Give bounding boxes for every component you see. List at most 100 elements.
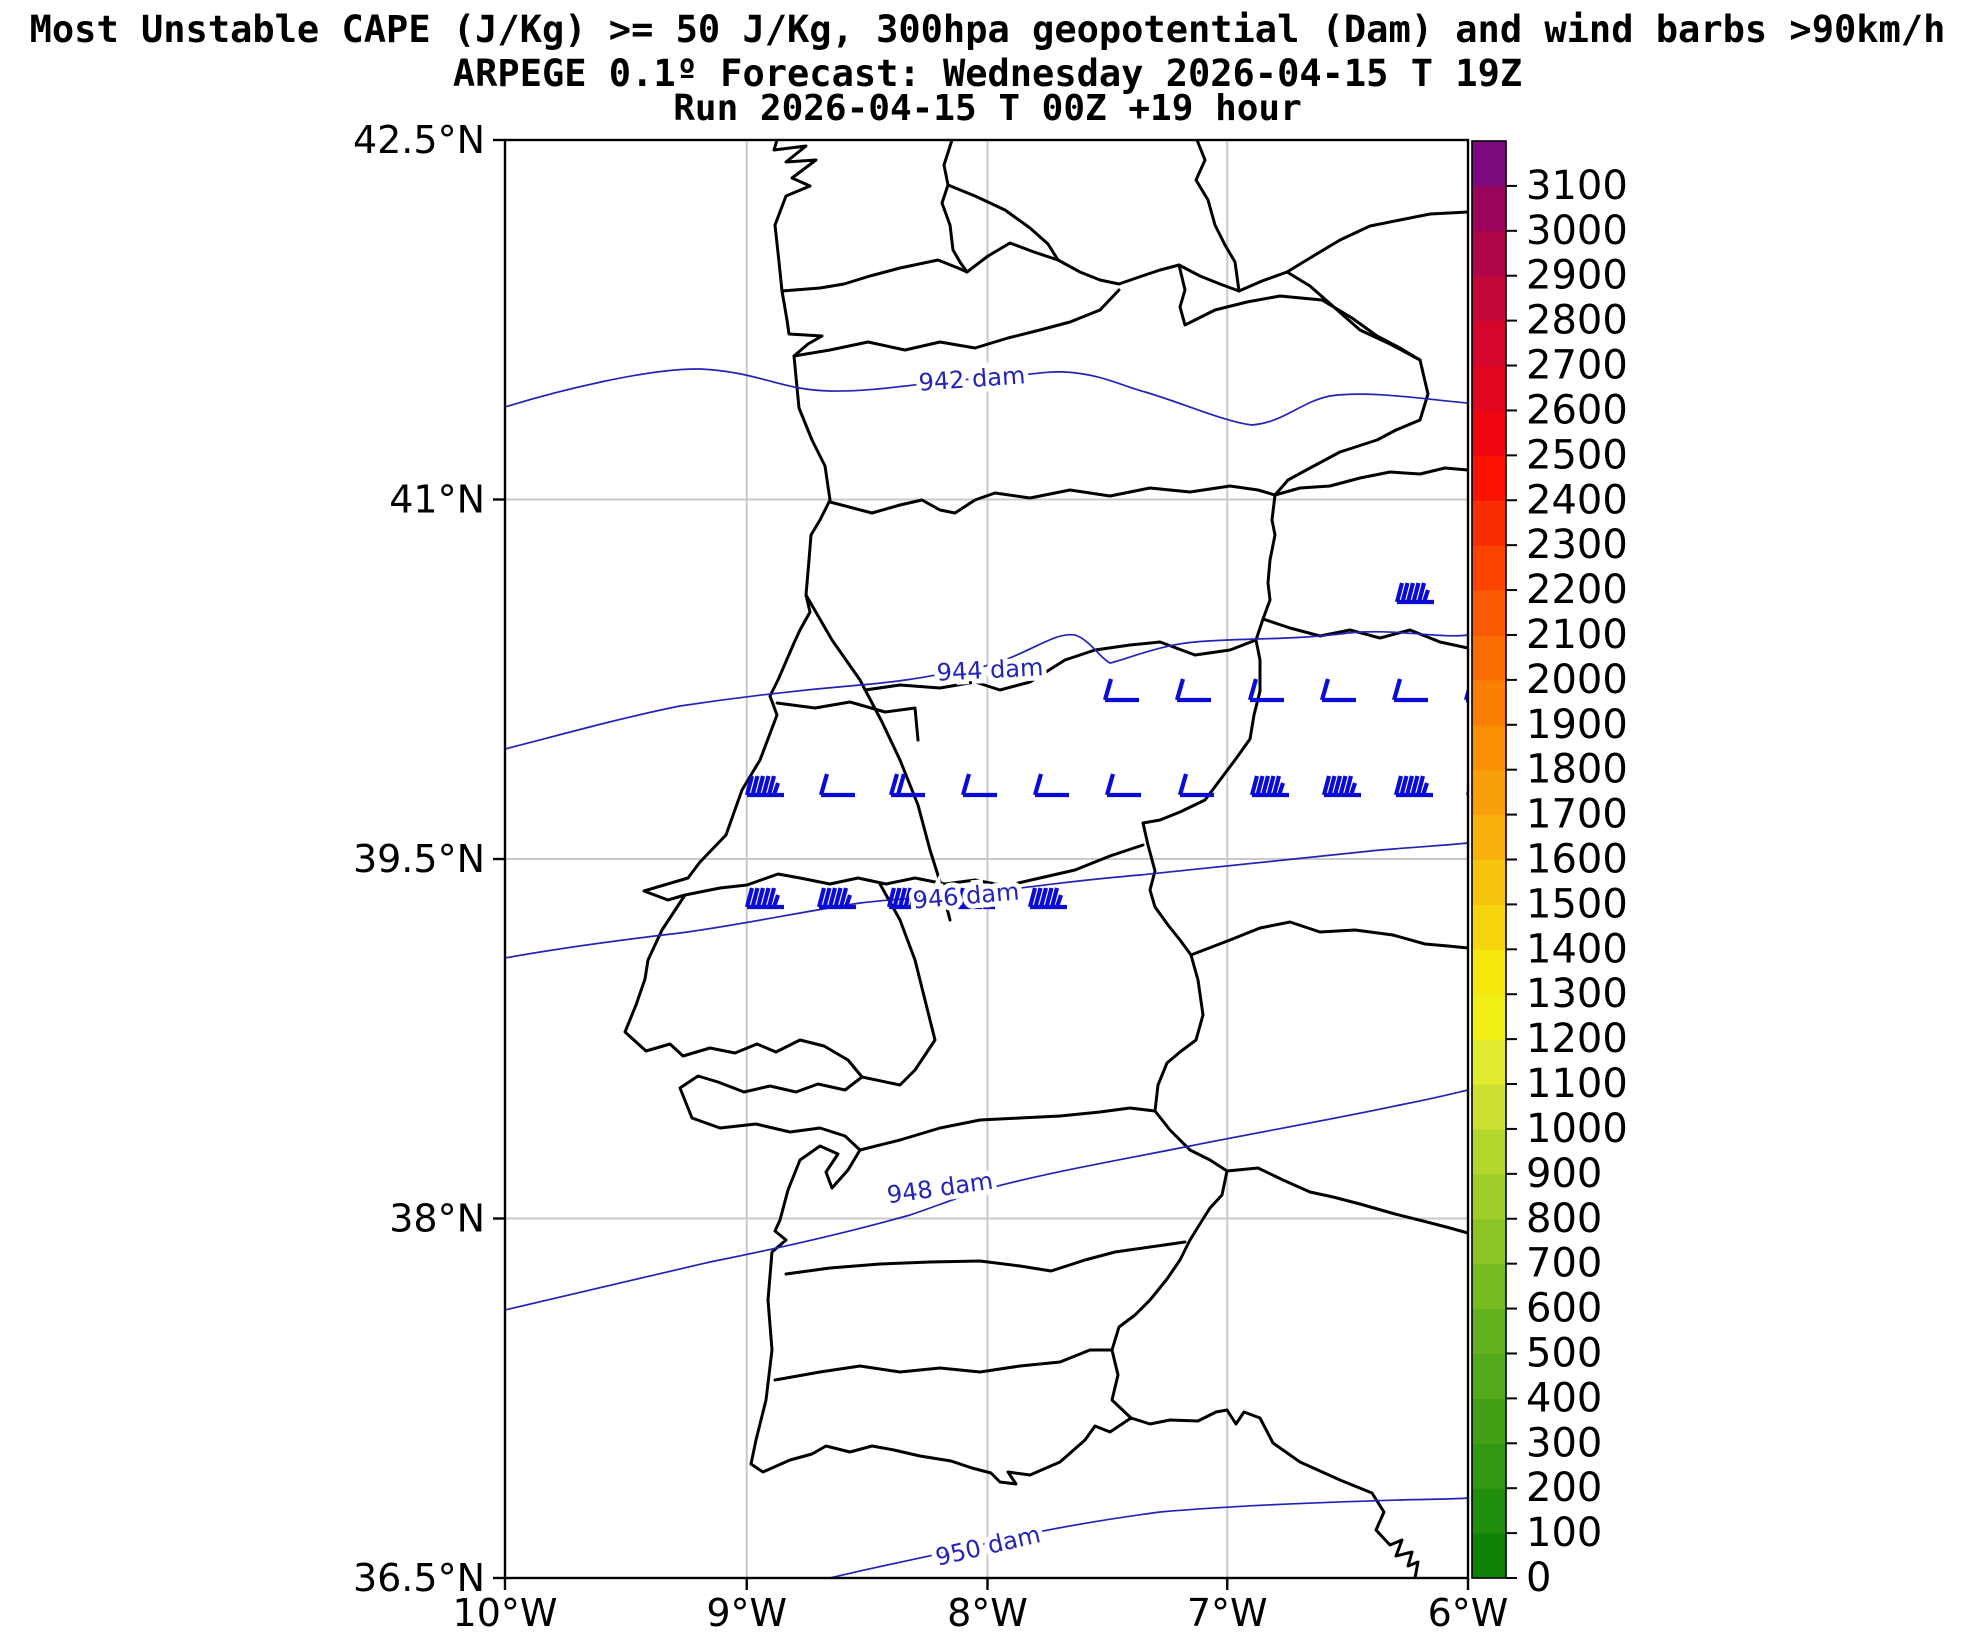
- colorbar-segment: [1472, 949, 1506, 995]
- colorbar-segment: [1472, 230, 1506, 277]
- colorbar-tick-label: 300: [1526, 1420, 1602, 1466]
- admin-boundary: [946, 183, 1060, 262]
- contour-label: 944 dam: [936, 653, 1044, 687]
- colorbar-tick-label: 100: [1526, 1510, 1602, 1556]
- colorbar-segment: [1472, 365, 1506, 412]
- chart-subtitle-model: ARPEGE 0.1º Forecast: Wednesday 2026-04-…: [452, 52, 1523, 95]
- lon-tick-label: 10°W: [453, 1591, 558, 1635]
- lat-tick-label: 42.5°N: [353, 118, 485, 162]
- wind-barb: [1104, 773, 1141, 798]
- colorbar-segment: [1472, 455, 1506, 501]
- colorbar-segment: [1472, 1173, 1506, 1220]
- wind-barb: [1177, 773, 1214, 798]
- colorbar-tick-label: 1000: [1526, 1106, 1628, 1152]
- wind-barb: [1393, 775, 1433, 798]
- colorbar-tick-label: 2900: [1526, 253, 1628, 299]
- wind-barb: [818, 773, 855, 798]
- colorbar-segment: [1472, 1353, 1506, 1399]
- contour-line: [829, 1497, 1468, 1578]
- colorbar-tick-label: 900: [1526, 1151, 1602, 1197]
- colorbar-tick-label: 0: [1526, 1555, 1551, 1601]
- wind-barb: [1032, 773, 1069, 798]
- lon-tick-label: 9°W: [706, 1591, 787, 1635]
- colorbar-segment: [1472, 275, 1506, 322]
- colorbar-segment: [1472, 1533, 1506, 1579]
- colorbar-segment: [1472, 904, 1506, 950]
- colorbar-segment: [1472, 994, 1506, 1040]
- colorbar-segment: [1472, 634, 1506, 681]
- wind-barb: [816, 887, 856, 910]
- colorbar-segment: [1472, 859, 1506, 906]
- colorbar-segment: [1472, 320, 1506, 367]
- contour-line: [505, 630, 1468, 750]
- colorbar-tick-label: 1400: [1526, 926, 1628, 972]
- colorbar-segment: [1472, 814, 1506, 861]
- colorbar-tick-label: 800: [1526, 1196, 1602, 1242]
- admin-boundary: [683, 843, 1145, 897]
- cape-colorbar: 0100200300400500600700800900100011001200…: [1471, 140, 1628, 1601]
- colorbar-tick-label: 1900: [1526, 702, 1628, 748]
- colorbar-tick-label: 2500: [1526, 432, 1628, 478]
- lon-tick-label: 6°W: [1428, 1591, 1509, 1635]
- colorbar-tick-label: 1700: [1526, 792, 1628, 838]
- colorbar-segment: [1472, 185, 1506, 232]
- admin-boundary: [1194, 140, 1241, 293]
- colorbar-tick-label: 500: [1526, 1330, 1602, 1376]
- admin-boundary: [860, 882, 937, 1087]
- colorbar-tick-label: 2700: [1526, 343, 1628, 389]
- coastlines-and-borders: [623, 140, 1468, 1578]
- wind-barb: [1102, 678, 1139, 703]
- wind-barb: [1174, 678, 1211, 703]
- lat-tick-label: 36.5°N: [353, 1556, 485, 1600]
- colorbar-tick-label: 1300: [1526, 971, 1628, 1017]
- colorbar-tick-label: 200: [1526, 1465, 1602, 1511]
- colorbar-tick-label: 600: [1526, 1286, 1602, 1332]
- colorbar-tick-label: 2600: [1526, 387, 1628, 433]
- wind-barb: [955, 887, 995, 910]
- colorbar-segment: [1472, 1084, 1506, 1130]
- contour-line: [505, 368, 1468, 426]
- wind-barb: [960, 773, 997, 798]
- wind-barb: [1391, 678, 1428, 703]
- colorbar-tick-label: 1800: [1526, 747, 1628, 793]
- lat-tick-label: 39.5°N: [353, 837, 485, 881]
- colorbar-tick-label: 2200: [1526, 567, 1628, 613]
- lat-tick-label: 38°N: [389, 1197, 485, 1241]
- wind-barb: [1249, 775, 1289, 798]
- chart-subtitle-run: Run 2026-04-15 T 00Z +19 hour: [673, 88, 1302, 129]
- wind-barb: [744, 775, 784, 798]
- wind-barb: [1247, 678, 1284, 703]
- colorbar-tick-label: 700: [1526, 1241, 1602, 1287]
- admin-boundary: [940, 140, 969, 274]
- colorbar-segment: [1472, 410, 1506, 456]
- admin-boundary: [1273, 466, 1468, 497]
- colorbar-segment: [1472, 590, 1506, 636]
- wind-barb: [744, 887, 784, 910]
- chart-title: Most Unstable CAPE (J/Kg) >= 50 J/Kg, 30…: [29, 8, 1946, 51]
- admin-boundary: [858, 1106, 1157, 1152]
- wind-barb: [1319, 678, 1356, 703]
- colorbar-segment: [1472, 141, 1506, 187]
- admin-boundary: [804, 593, 952, 922]
- admin-boundary: [792, 288, 1121, 358]
- colorbar-tick-label: 3100: [1526, 163, 1628, 209]
- admin-boundary: [784, 1240, 1187, 1276]
- admin-boundary: [773, 1348, 1114, 1382]
- colorbar-tick-label: 1200: [1526, 1016, 1628, 1062]
- admin-boundary: [863, 638, 1258, 692]
- admin-boundary: [1225, 1166, 1468, 1235]
- colorbar-segment: [1472, 1218, 1506, 1265]
- colorbar-tick-label: 2100: [1526, 612, 1628, 658]
- wind-barbs: [744, 582, 1468, 910]
- axis-ticks: [493, 138, 1470, 1590]
- colorbar-tick-label: 1600: [1526, 837, 1628, 883]
- lon-tick-label: 8°W: [947, 1591, 1028, 1635]
- colorbar-tick-label: 2800: [1526, 298, 1628, 344]
- coastline: [623, 140, 1420, 1578]
- colorbar-tick-label: 3000: [1526, 208, 1628, 254]
- colorbar-tick-label: 1100: [1526, 1061, 1628, 1107]
- colorbar-segment: [1472, 1128, 1506, 1175]
- gridlines: [505, 140, 1468, 1578]
